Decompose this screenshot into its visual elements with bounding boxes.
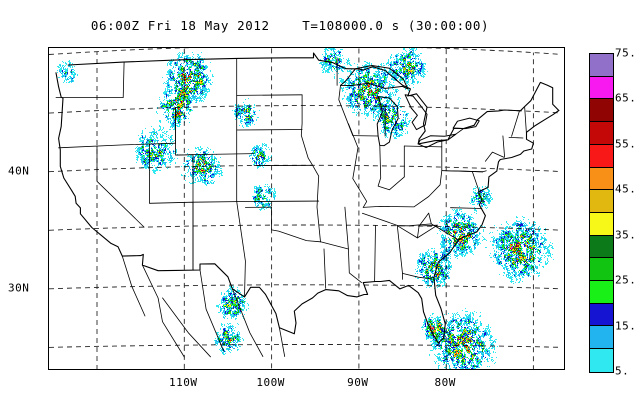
colorbar-band-2 — [590, 303, 613, 327]
colorbar-band-12 — [590, 76, 613, 100]
x-tick-label-90w: 90W — [347, 376, 369, 389]
geography-layer — [49, 48, 560, 369]
y-tick-label-40n: 40N — [8, 164, 30, 178]
y-tick-label-30n: 30N — [8, 281, 30, 295]
colorbar-tick-35: 35. — [615, 228, 637, 242]
colorbar-tick-25: 25. — [615, 273, 637, 287]
colorbar-tick-15: 15. — [615, 319, 637, 333]
colorbar — [589, 53, 614, 373]
colorbar-tick-55: 55. — [615, 137, 637, 151]
x-tick-label-100w: 100W — [256, 376, 285, 389]
colorbar-band-6 — [590, 212, 613, 236]
colorbar-band-0 — [590, 349, 613, 372]
colorbar-tick-65: 65. — [615, 91, 637, 105]
colorbar-band-1 — [590, 326, 613, 350]
x-tick-label-80w: 80W — [434, 376, 456, 389]
colorbar-band-4 — [590, 258, 613, 282]
colorbar-band-9 — [590, 144, 613, 168]
colorbar-band-8 — [590, 167, 613, 191]
map-panel — [48, 47, 565, 370]
colorbar-tick-labels: 75. 65. 55. 45. 35. 25. 15. 5. — [615, 47, 640, 378]
colorbar-band-13 — [590, 54, 613, 77]
colorbar-band-7 — [590, 190, 613, 213]
colorbar-band-10 — [590, 122, 613, 145]
colorbar-band-5 — [590, 235, 613, 259]
colorbar-tick-5: 5. — [615, 364, 630, 378]
x-tick-label-110w: 110W — [169, 376, 198, 389]
colorbar-band-3 — [590, 281, 613, 304]
colorbar-band-11 — [590, 99, 613, 123]
colorbar-tick-75: 75. — [615, 46, 637, 60]
figure-title: 06:00Z Fri 18 May 2012 T=108000.0 s (30:… — [90, 18, 490, 33]
state-and-country-borders — [55, 52, 560, 358]
colorbar-tick-45: 45. — [615, 182, 637, 196]
latlon-gridlines — [49, 48, 560, 369]
